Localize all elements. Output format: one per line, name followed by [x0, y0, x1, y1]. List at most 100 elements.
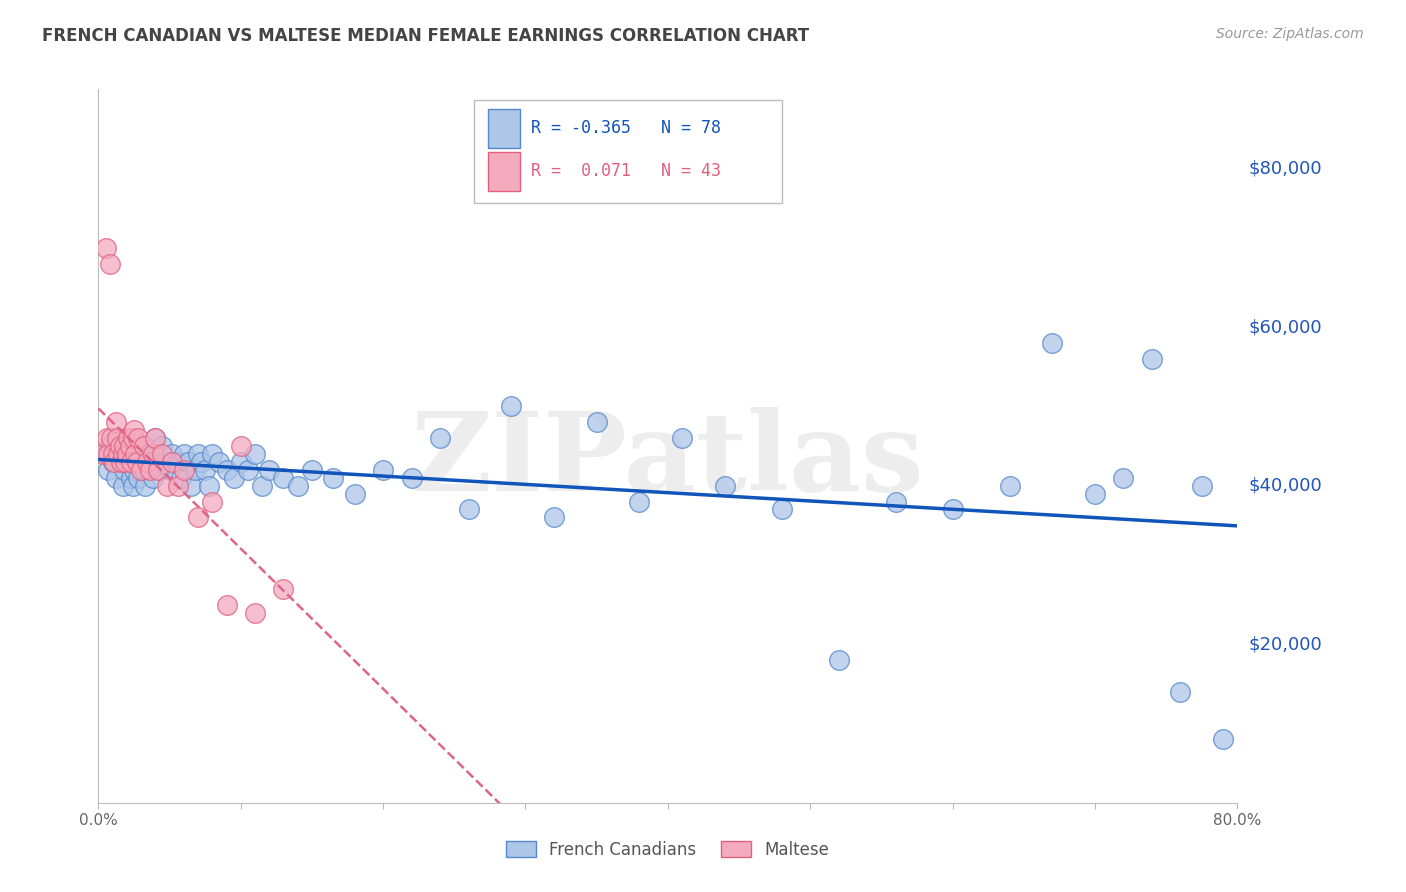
Text: ZIPatlas: ZIPatlas [411, 407, 925, 514]
Point [155, 455, 177, 469]
Point [187, 510, 209, 524]
Point [229, 439, 252, 453]
Point [1084, 486, 1107, 500]
Text: Source: ZipAtlas.com: Source: ZipAtlas.com [1216, 27, 1364, 41]
Point [201, 494, 224, 508]
Point [243, 606, 266, 620]
Point [884, 494, 907, 508]
Point [501, 400, 523, 414]
Point [208, 455, 231, 469]
Text: R =  0.071   N = 43: R = 0.071 N = 43 [531, 162, 721, 180]
Point [141, 471, 163, 485]
Point [152, 447, 174, 461]
Point [198, 478, 221, 492]
Point [105, 447, 128, 461]
Point [162, 455, 184, 469]
Point [156, 478, 179, 492]
Text: $60,000: $60,000 [1249, 318, 1322, 336]
Point [373, 463, 395, 477]
Point [127, 431, 149, 445]
Point [120, 455, 142, 469]
Point [585, 415, 607, 429]
Point [131, 455, 153, 469]
Point [1112, 471, 1135, 485]
FancyBboxPatch shape [474, 100, 782, 203]
Point [110, 455, 132, 469]
Point [108, 439, 131, 453]
Point [770, 502, 793, 516]
Point [159, 463, 181, 477]
Point [112, 463, 135, 477]
Point [236, 463, 259, 477]
Point [628, 494, 651, 508]
Point [215, 463, 238, 477]
Point [104, 415, 127, 429]
Point [121, 478, 143, 492]
Point [173, 463, 195, 477]
Point [134, 478, 156, 492]
Text: R = -0.365   N = 78: R = -0.365 N = 78 [531, 120, 721, 137]
Point [543, 510, 565, 524]
Point [184, 463, 207, 477]
Point [429, 431, 451, 445]
Point [94, 447, 117, 461]
Point [135, 455, 157, 469]
Point [828, 653, 851, 667]
Point [120, 471, 142, 485]
Point [121, 431, 143, 445]
Point [273, 582, 295, 596]
Point [129, 463, 152, 477]
Point [259, 463, 281, 477]
Point [97, 447, 120, 461]
Point [152, 439, 174, 453]
Point [98, 257, 121, 271]
Point [132, 439, 155, 453]
Point [1170, 685, 1192, 699]
Point [104, 471, 127, 485]
Point [148, 463, 170, 477]
Point [146, 447, 169, 461]
Point [129, 439, 152, 453]
Point [114, 455, 136, 469]
Point [187, 447, 209, 461]
Point [301, 463, 323, 477]
Point [101, 447, 124, 461]
Point [111, 447, 134, 461]
Point [162, 447, 184, 461]
Point [166, 455, 188, 469]
Point [1212, 732, 1234, 747]
Point [222, 471, 245, 485]
FancyBboxPatch shape [488, 109, 520, 148]
Point [118, 439, 141, 453]
Point [100, 431, 122, 445]
Point [122, 423, 145, 437]
Point [145, 431, 167, 445]
Point [101, 455, 124, 469]
Point [194, 463, 217, 477]
Point [98, 439, 121, 453]
Point [118, 455, 141, 469]
Point [273, 471, 295, 485]
Text: FRENCH CANADIAN VS MALTESE MEDIAN FEMALE EARNINGS CORRELATION CHART: FRENCH CANADIAN VS MALTESE MEDIAN FEMALE… [42, 27, 810, 45]
Text: $40,000: $40,000 [1249, 476, 1322, 495]
Text: $80,000: $80,000 [1249, 160, 1322, 178]
Point [998, 478, 1021, 492]
Point [229, 455, 252, 469]
Point [107, 447, 129, 461]
Point [343, 486, 366, 500]
Point [322, 471, 344, 485]
Point [149, 463, 172, 477]
Point [127, 471, 149, 485]
Point [103, 455, 125, 469]
FancyBboxPatch shape [488, 152, 520, 191]
Point [215, 598, 238, 612]
Text: $20,000: $20,000 [1249, 635, 1322, 653]
Legend: French Canadians, Maltese: French Canadians, Maltese [499, 835, 837, 866]
Point [138, 463, 160, 477]
Point [401, 471, 423, 485]
Point [125, 455, 148, 469]
Point [145, 431, 167, 445]
Point [141, 447, 163, 461]
Point [457, 502, 479, 516]
Point [112, 439, 135, 453]
